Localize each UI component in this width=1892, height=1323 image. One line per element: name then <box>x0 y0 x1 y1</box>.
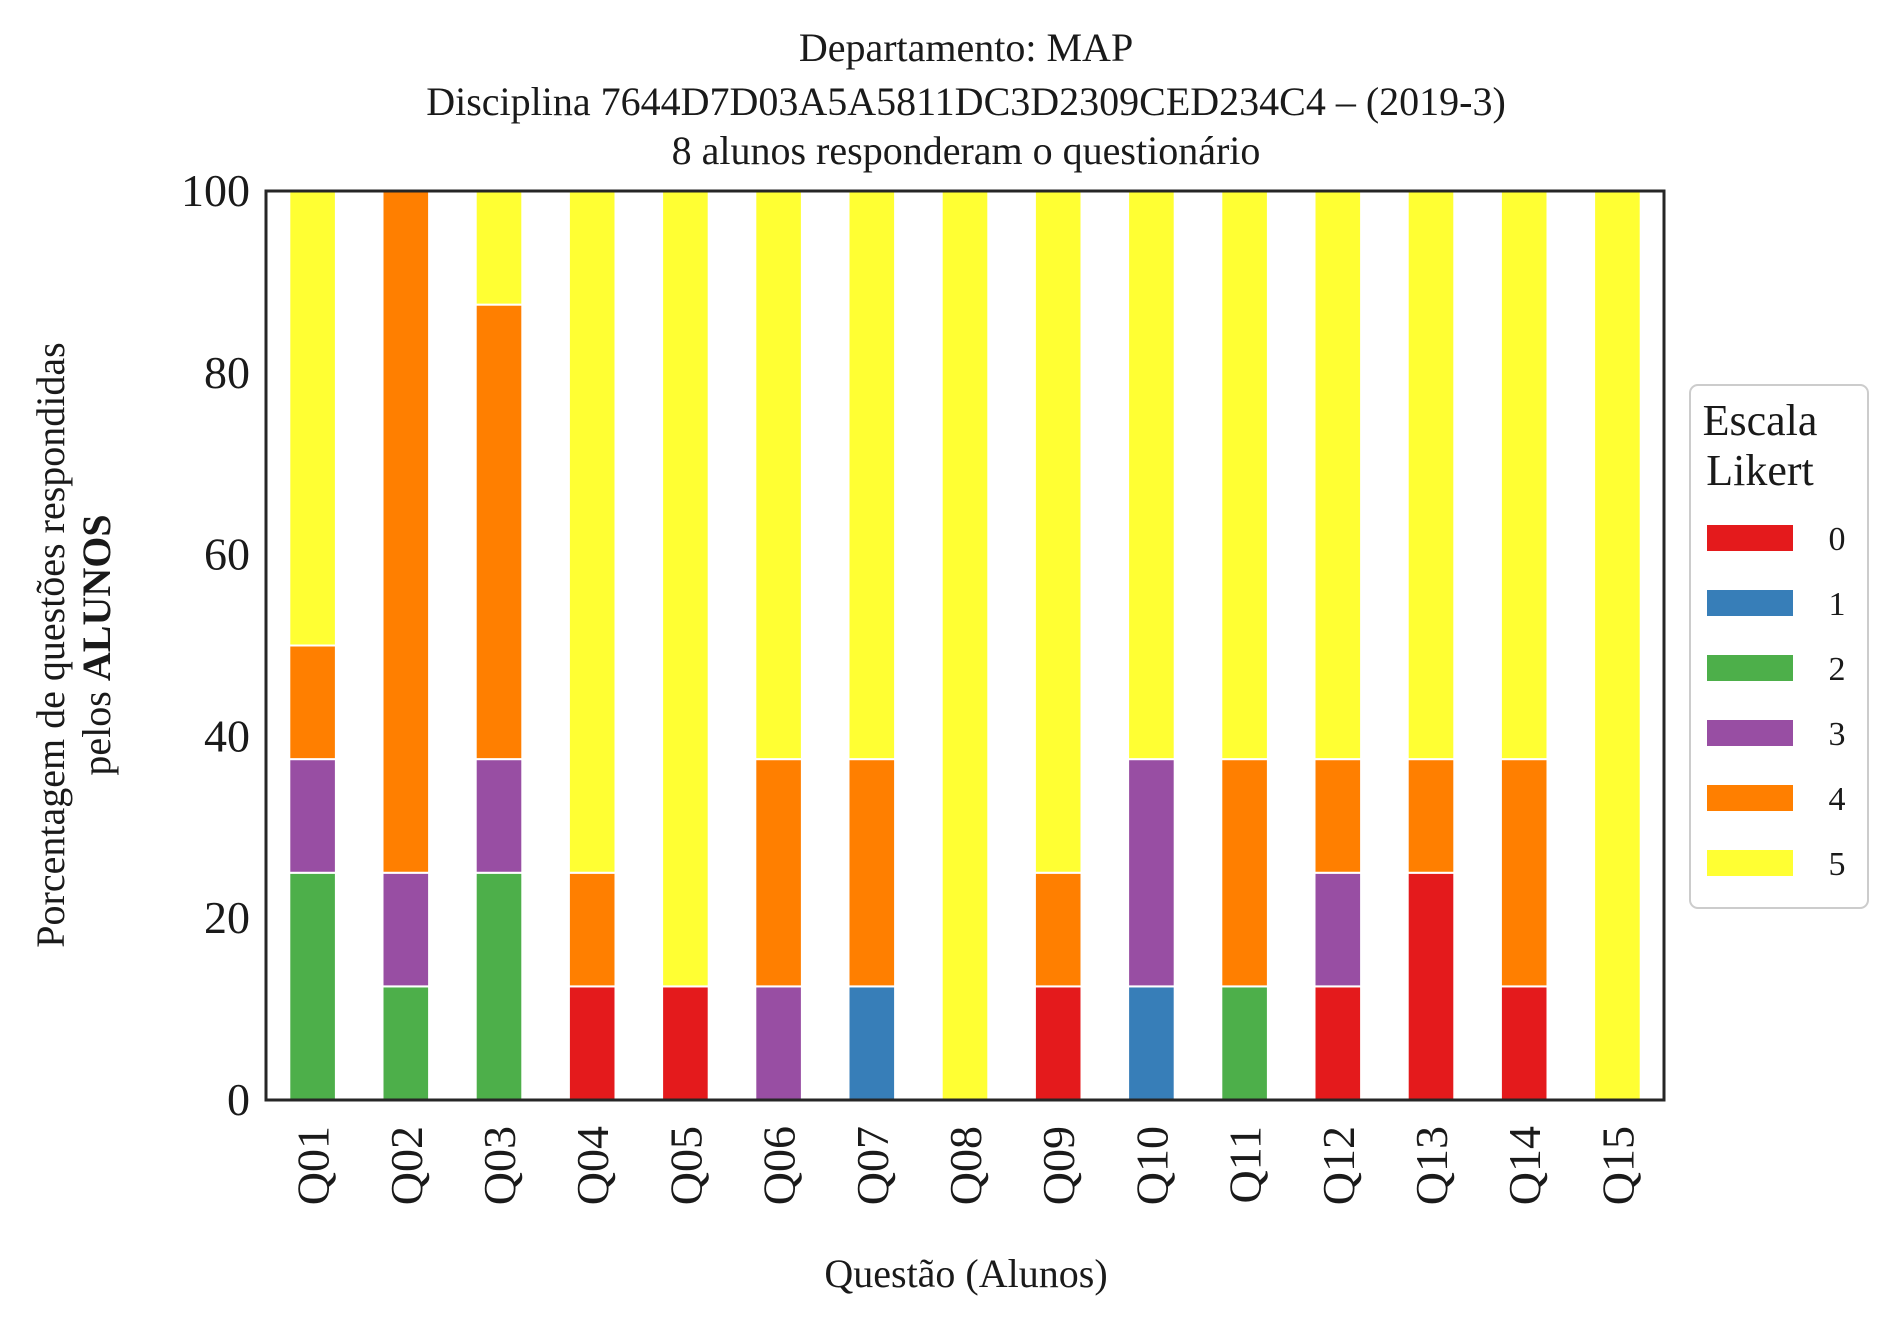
legend-title-line-2: Likert <box>1706 446 1814 495</box>
x-axis-label: Questão (Alunos) <box>824 1251 1107 1296</box>
bar-q09-level-5 <box>1033 190 1083 874</box>
legend-label-2: 2 <box>1829 651 1846 688</box>
bar-q02-level-4 <box>381 190 431 874</box>
x-tick-label-q11: Q11 <box>1220 1126 1271 1204</box>
bar-q03-level-3 <box>474 758 524 874</box>
bar-q14-level-5 <box>1499 190 1549 761</box>
bar-q09-level-4 <box>1033 871 1083 988</box>
legend-swatch-5 <box>1707 850 1793 876</box>
x-tick-label-q14: Q14 <box>1499 1126 1550 1205</box>
x-tick-label-q15: Q15 <box>1592 1126 1643 1205</box>
y-tick-label-100: 100 <box>181 165 250 216</box>
bar-q08-level-5 <box>940 190 990 1101</box>
legend-frame <box>1689 384 1869 909</box>
bar-q12-level-0 <box>1313 985 1363 1102</box>
y-tick-label-40: 40 <box>204 710 250 761</box>
x-tick-label-q03: Q03 <box>474 1126 525 1205</box>
legend-label-4: 4 <box>1829 781 1846 818</box>
bar-q12-level-5 <box>1313 190 1363 761</box>
legend-items: 0 1 2 3 4 5 <box>1707 521 1846 883</box>
legend-label-5: 5 <box>1829 846 1846 883</box>
bar-q12-level-3 <box>1313 871 1363 988</box>
x-tick-label-q01: Q01 <box>288 1126 339 1205</box>
bar-q06-level-5 <box>754 190 803 761</box>
legend-label-0: 0 <box>1829 521 1846 558</box>
x-tick-label-q12: Q12 <box>1313 1126 1364 1205</box>
bar-q11-level-5 <box>1220 190 1269 761</box>
chart-title-line-2: Disciplina 7644D7D03A5A5811DC3D2309CED23… <box>426 79 1506 124</box>
y-axis-label-line-1: Porcentagem de questões respondidas <box>28 342 73 947</box>
y-tick-label-0: 0 <box>227 1074 250 1125</box>
y-axis-label-prefix: pelos <box>74 681 119 775</box>
bar-q10-level-3 <box>1127 758 1176 988</box>
x-axis-ticks: Q01 Q02 Q03 Q04 Q05 Q06 Q07 Q08 Q09 Q10 Q11 Q12 Q13 Q… <box>288 1126 1644 1205</box>
chart-title: Departamento: MAP Disciplina 7644D7D03A5… <box>426 25 1506 173</box>
bar-q01-level-4 <box>288 644 337 761</box>
y-axis-label-line-2: pelos ALUNOS <box>74 514 119 775</box>
y-tick-label-60: 60 <box>204 529 250 580</box>
x-tick-label-q06: Q06 <box>754 1126 805 1205</box>
bar-q06-level-4 <box>754 758 803 988</box>
x-tick-label-q07: Q07 <box>847 1126 898 1205</box>
bar-q01-level-2 <box>288 871 337 1101</box>
legend-swatch-3 <box>1707 720 1793 746</box>
bar-q12-level-4 <box>1313 758 1363 874</box>
bar-q02-level-3 <box>381 871 431 988</box>
chart-title-line-1: Departamento: MAP <box>799 25 1133 70</box>
legend-label-3: 3 <box>1829 716 1846 753</box>
x-tick-label-q08: Q08 <box>940 1126 991 1205</box>
legend-label-1: 1 <box>1829 586 1846 623</box>
bar-q07-level-1 <box>847 985 897 1102</box>
bar-q13-level-5 <box>1406 190 1456 761</box>
bar-q13-level-0 <box>1406 871 1456 1101</box>
y-axis-label-bold: ALUNOS <box>74 514 119 681</box>
chart-title-line-3: 8 alunos responderam o questionário <box>672 128 1261 173</box>
bar-q13-level-4 <box>1406 758 1456 874</box>
bar-q03-level-5 <box>474 190 524 306</box>
bar-q02-level-2 <box>381 985 431 1102</box>
bar-q15-level-5 <box>1593 190 1642 1101</box>
legend-swatch-2 <box>1707 655 1793 681</box>
bar-q07-level-4 <box>847 758 897 988</box>
x-tick-label-q09: Q09 <box>1033 1126 1084 1205</box>
bar-q10-level-5 <box>1127 190 1176 761</box>
x-tick-label-q04: Q04 <box>567 1126 618 1205</box>
legend-swatch-1 <box>1707 590 1793 616</box>
legend-swatch-0 <box>1707 525 1793 551</box>
legend: Escala Likert 0 1 2 3 4 5 <box>1689 384 1869 909</box>
bar-q14-level-4 <box>1499 758 1549 988</box>
bar-q01-level-5 <box>288 190 337 647</box>
bar-q11-level-2 <box>1220 985 1269 1102</box>
x-tick-label-q05: Q05 <box>660 1126 711 1205</box>
bar-q03-level-2 <box>474 871 524 1101</box>
legend-title-line-1: Escala <box>1703 396 1818 445</box>
bar-q09-level-0 <box>1033 985 1083 1102</box>
bar-q04-level-4 <box>567 871 617 988</box>
bar-q11-level-4 <box>1220 758 1269 988</box>
bar-q03-level-4 <box>474 303 524 761</box>
bar-q01-level-3 <box>288 758 337 874</box>
y-axis-ticks: 0 20 40 60 80 100 <box>181 165 250 1125</box>
bar-q04-level-0 <box>567 985 617 1102</box>
x-tick-label-q10: Q10 <box>1126 1126 1177 1205</box>
bar-q04-level-5 <box>567 190 617 874</box>
y-axis-label: Porcentagem de questões respondidas pelo… <box>28 342 119 947</box>
plot-frame <box>264 189 1666 1102</box>
bar-q06-level-3 <box>754 985 803 1102</box>
bar-q14-level-0 <box>1499 985 1549 1102</box>
bar-q05-level-5 <box>661 190 710 988</box>
x-tick-label-q02: Q02 <box>381 1126 432 1205</box>
bar-q10-level-1 <box>1127 985 1176 1102</box>
bar-q05-level-0 <box>661 985 710 1102</box>
bar-q07-level-5 <box>847 190 897 761</box>
y-tick-label-20: 20 <box>204 892 250 943</box>
bars-layer <box>288 190 1642 1102</box>
legend-swatch-4 <box>1707 785 1793 811</box>
x-tick-label-q13: Q13 <box>1406 1126 1457 1205</box>
y-tick-label-80: 80 <box>204 347 250 398</box>
